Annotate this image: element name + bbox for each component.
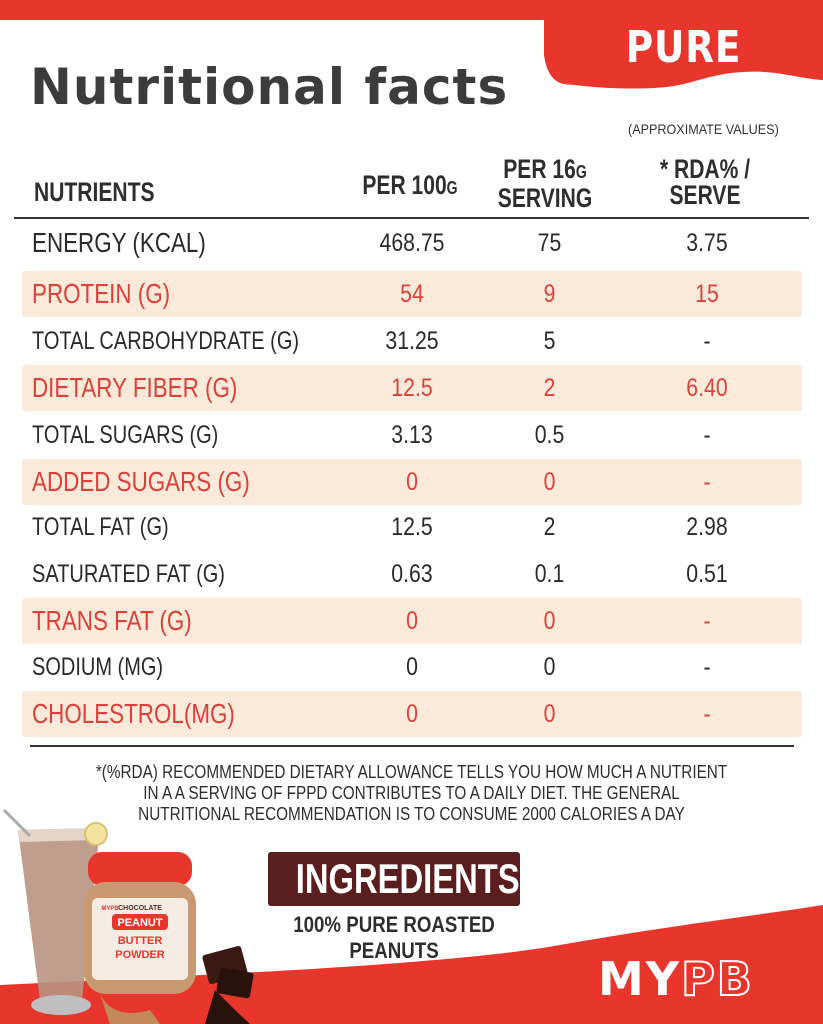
serving-value: 0.5: [534, 421, 565, 449]
table-row-total-sugars: TOTAL SUGARS (G) 3.13 0.5 -: [22, 412, 802, 458]
approximate-values-note: (APPROXIMATE VALUES): [628, 121, 779, 137]
brand-logo: MYPB: [598, 951, 754, 1007]
pure-badge-label: PURE: [625, 22, 742, 73]
serving-value: 5: [543, 327, 556, 355]
header-per-serving-unit: G: [575, 162, 587, 182]
page-title: Nutritional facts: [30, 58, 509, 116]
jar-flavor: CHOCOLATE: [118, 905, 162, 912]
table-row-trans-fat: TRANS FAT (G) 0 0 -: [22, 598, 802, 644]
jar-line1: BUTTER: [118, 935, 163, 947]
nutrient-name: PROTEIN (G): [32, 278, 171, 309]
header-rda-line1: * RDA% /: [659, 154, 751, 184]
pure-badge: PURE: [544, 0, 823, 92]
header-nutrients: NUTRIENTS: [34, 177, 155, 207]
header-per-serving-line2: SERVING: [497, 183, 593, 213]
nutrient-name: DIETARY FIBER (G): [32, 372, 238, 403]
serving-value: 0: [543, 607, 556, 635]
peanut-butter-jar-icon: CHOCOLATE MYPB PEANUT BUTTER POWDER: [84, 852, 196, 1024]
header-per-100g: PER 100G: [348, 170, 473, 201]
serving-value: 9: [543, 280, 556, 308]
nutrient-name: ADDED SUGARS (G): [32, 466, 250, 497]
rda-value: -: [703, 468, 711, 496]
product-illustration: CHOCOLATE MYPB PEANUT BUTTER POWDER: [2, 808, 254, 1024]
per100-value: 0: [406, 700, 418, 728]
per100-value: 3.13: [391, 421, 433, 449]
table-row-added-sugars: ADDED SUGARS (G) 0 0 -: [22, 459, 802, 505]
header-per-100g-main: PER 100: [362, 170, 447, 200]
per100-value: 12.5: [391, 374, 433, 402]
table-row-saturated-fat: SATURATED FAT (G) 0.63 0.1 0.51: [22, 551, 802, 597]
nutrient-name: TOTAL CARBOHYDRATE (G): [32, 327, 300, 355]
header-per-serving-line1: PER 16G: [487, 156, 604, 185]
per100-value: 0: [406, 468, 418, 496]
per100-value: 0.63: [391, 560, 433, 588]
nutrient-name: TOTAL SUGARS (G): [32, 421, 219, 449]
nutrient-name: TRANS FAT (G): [32, 605, 192, 636]
jar-name: PEANUT: [117, 917, 163, 929]
rda-value: 3.75: [686, 229, 728, 257]
per100-value: 0: [406, 607, 418, 635]
serving-value: 0: [543, 653, 556, 681]
header-per-100g-unit: G: [446, 178, 458, 198]
header-rda: * RDA% / SERVE: [639, 154, 772, 210]
bottom-wave-shape: [0, 905, 823, 1024]
ingredients-heading-box: INGREDIENTS: [268, 852, 520, 906]
serving-value: 0.1: [534, 560, 565, 588]
table-bottom-rule: [30, 745, 794, 747]
nutrient-name: ENERGY (KCAL): [32, 227, 206, 258]
milkshake-glass-icon: [2, 808, 108, 1015]
per100-value: 0: [406, 653, 418, 681]
serving-value: 0: [543, 700, 556, 728]
chocolate-pieces-icon: [202, 946, 254, 1024]
pure-badge-shape: [544, 0, 823, 89]
jar-brand: MYPB: [101, 906, 119, 912]
table-row-protein: PROTEIN (G) 54 9 15: [22, 271, 802, 317]
serving-value: 0: [543, 468, 556, 496]
table-row-carbohydrate: TOTAL CARBOHYDRATE (G) 31.25 5 -: [22, 318, 802, 364]
table-top-rule: [14, 217, 809, 219]
rda-value: -: [703, 653, 711, 681]
rda-value: 15: [695, 280, 719, 308]
per100-value: 468.75: [379, 229, 445, 257]
serving-value: 75: [537, 229, 562, 257]
rda-footnote: *(%RDA) RECOMMENDED DIETARY ALLOWANCE TE…: [95, 762, 728, 824]
rda-value: 0.51: [686, 560, 728, 588]
header-rda-line2: SERVE: [669, 180, 741, 210]
table-row-sodium: SODIUM (MG) 0 0 -: [22, 644, 802, 690]
nutrient-name: TOTAL FAT (G): [32, 513, 169, 541]
per100-value: 12.5: [391, 513, 433, 541]
rda-value: -: [703, 421, 711, 449]
per100-value: 54: [400, 280, 424, 308]
rda-value: -: [703, 700, 711, 728]
rda-value: -: [703, 607, 711, 635]
nutrient-name: SODIUM (MG): [32, 653, 164, 681]
ingredients-text: 100% PURE ROASTED PEANUTS: [293, 912, 495, 963]
jar-line2: POWDER: [115, 949, 165, 961]
rda-value: -: [703, 327, 711, 355]
rda-value: 6.40: [686, 374, 728, 402]
brand-logo-pb: PB: [680, 951, 754, 1007]
ingredients-heading: INGREDIENTS: [295, 855, 520, 902]
header-per-serving: PER 16G SERVING: [487, 156, 604, 213]
per100-value: 31.25: [385, 327, 439, 355]
table-row-total-fat: TOTAL FAT (G) 12.5 2 2.98: [22, 504, 802, 550]
nutrient-name: SATURATED FAT (G): [32, 560, 225, 588]
rda-value: 2.98: [686, 513, 728, 541]
table-row-cholesterol: CHOLESTROL(MG) 0 0 -: [22, 691, 802, 737]
nutrient-name: CHOLESTROL(MG): [32, 698, 235, 729]
brand-logo-my: MY: [598, 952, 682, 1006]
table-row-dietary-fiber: DIETARY FIBER (G) 12.5 2 6.40: [22, 365, 802, 411]
table-row-energy: ENERGY (KCAL) 468.75 75 3.75: [22, 220, 802, 266]
header-per-serving-main: PER 16: [503, 154, 576, 184]
serving-value: 2: [543, 513, 556, 541]
serving-value: 2: [543, 374, 556, 402]
